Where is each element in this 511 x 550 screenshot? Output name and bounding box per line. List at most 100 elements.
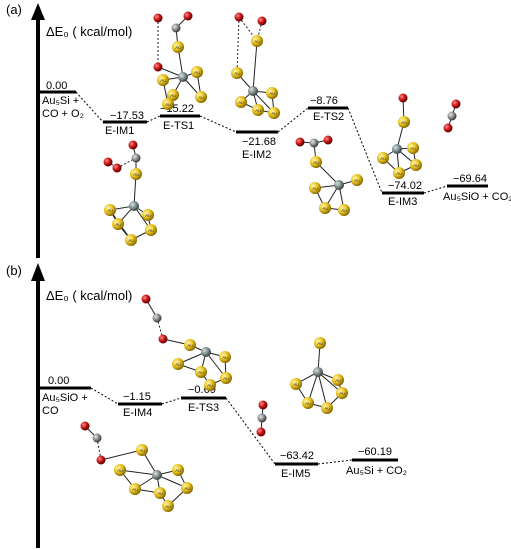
oxygen-atom — [128, 140, 138, 150]
gold-atom-label: Au — [339, 391, 345, 396]
gold-atom — [393, 167, 405, 179]
gold-atom-label: Au — [132, 487, 138, 492]
oxygen-atom — [257, 16, 267, 26]
state-name-e-im2: E-IM2 — [242, 149, 271, 161]
gold-atom — [314, 337, 326, 349]
gold-atom-label: Au — [157, 491, 163, 496]
gold-atom-label: Au — [198, 370, 204, 375]
state-name-reactants-a-line2: CO + O₂ — [42, 108, 84, 120]
state-name-e-im5: E-IM5 — [281, 468, 310, 480]
molecule-e-im4: Au Au Au Au Au Au Au — [80, 421, 193, 512]
gold-atom — [112, 218, 124, 230]
oxygen-atom — [96, 455, 106, 465]
gold-atom — [377, 152, 389, 164]
carbon-atom — [447, 111, 457, 121]
oxygen-atom — [80, 421, 90, 431]
gold-atom-label: Au — [165, 102, 171, 107]
silicon-atom — [392, 144, 402, 154]
gold-atom — [172, 41, 184, 53]
energy-value-e-im3: −74.02 — [388, 180, 422, 192]
gold-atom-label: Au — [341, 208, 347, 213]
oxygen-atom — [234, 12, 244, 22]
oxygen-atom — [258, 400, 268, 410]
silicon-atom — [178, 72, 188, 82]
gold-atom-label: Au — [133, 172, 139, 177]
gold-atom — [162, 500, 174, 512]
state-name-e-ts3: E-TS3 — [188, 402, 219, 414]
carbon-atom — [171, 23, 181, 33]
energy-value-reactants-b: 0.00 — [48, 375, 69, 387]
panel-b-connectors — [90, 387, 353, 465]
gold-atom — [407, 142, 419, 154]
panel-b-label: (b) — [6, 263, 22, 278]
gold-atom — [398, 116, 410, 128]
panel-a: (a) ΔE₀ ( kcal/mol) 0.00 −17.53 −15.22 −… — [6, 2, 511, 258]
gold-atom-label: Au — [401, 120, 407, 125]
gold-atom — [125, 234, 137, 246]
oxygen-atom — [153, 13, 163, 23]
gold-atom-label: Au — [413, 163, 419, 168]
oxygen-atom — [103, 157, 113, 167]
gold-atom — [336, 387, 348, 399]
gold-atom-label: Au — [184, 486, 190, 491]
gold-atom — [172, 464, 184, 476]
molecule-e-im1: Au Au Au Au Au Au — [103, 140, 157, 246]
gold-atom — [136, 444, 148, 456]
gold-atom-label: Au — [305, 401, 311, 406]
bond — [317, 371, 328, 409]
energy-value-e-im1: −17.53 — [110, 110, 144, 122]
silicon-atom — [129, 201, 139, 211]
gold-atom — [162, 98, 174, 110]
oxygen-atom — [398, 93, 408, 103]
gold-atom-label: Au — [380, 156, 386, 161]
gold-atom-label: Au — [222, 355, 228, 360]
panel-b: (b) ΔE₀ ( kcal/mol) 0.00 −1.15 −0.69 −63… — [6, 263, 407, 548]
gold-atom-label: Au — [238, 100, 244, 105]
gold-atom-label: Au — [269, 91, 275, 96]
gold-atom — [157, 74, 169, 86]
gold-atom — [338, 204, 350, 216]
gold-atom — [142, 209, 154, 221]
gold-atom — [145, 224, 157, 236]
oxygen-atom — [295, 137, 305, 147]
gold-atom-label: Au — [354, 178, 360, 183]
gold-atom — [167, 89, 179, 101]
silicon-atom — [334, 180, 344, 190]
gold-atom — [195, 91, 207, 103]
panel-a-axis-arrowhead — [31, 3, 45, 20]
state-name-products-a: Au₅SiO + CO₂ — [443, 191, 511, 203]
gold-atom-label: Au — [148, 228, 154, 233]
gold-atom — [309, 182, 321, 194]
energy-value-e-im4: −1.15 — [123, 391, 151, 403]
gold-atom-label: Au — [194, 70, 200, 75]
molecule-e-im3: Au Au Au Au Au — [377, 93, 461, 179]
gold-atom-label: Au — [335, 378, 341, 383]
oxygen-atom — [443, 123, 453, 133]
gold-atom-label: Au — [115, 222, 121, 227]
bond — [252, 40, 258, 92]
gold-atom-label: Au — [324, 406, 330, 411]
oxygen-atom — [323, 135, 333, 145]
gold-atom-label: Au — [117, 468, 123, 473]
gold-atom-label: Au — [255, 108, 261, 113]
gold-atom-label: Au — [165, 504, 171, 509]
state-name-e-im3: E-IM3 — [388, 196, 417, 208]
gold-atom-label: Au — [254, 39, 260, 44]
silicon-atom — [313, 367, 323, 377]
gold-atom — [266, 87, 278, 99]
oxygen-atom — [183, 11, 193, 21]
gold-atom-label: Au — [317, 341, 323, 346]
gold-atom-label: Au — [175, 45, 181, 50]
oxygen-atom — [256, 427, 266, 437]
gold-atom-label: Au — [160, 78, 166, 83]
gold-atom — [319, 202, 331, 214]
panel-b-axis-title: ΔE₀ ( kcal/mol) — [46, 288, 132, 303]
gold-atom — [114, 464, 126, 476]
state-name-e-ts2: E-TS2 — [313, 111, 344, 123]
gold-atom-label: Au — [234, 71, 240, 76]
molecule-e-im2: Au Au Au Au Au Au — [231, 12, 280, 119]
gold-atom — [231, 67, 243, 79]
gold-atom — [204, 379, 216, 391]
state-name-reactants-b-line1: Au₅SiO + — [42, 392, 88, 404]
